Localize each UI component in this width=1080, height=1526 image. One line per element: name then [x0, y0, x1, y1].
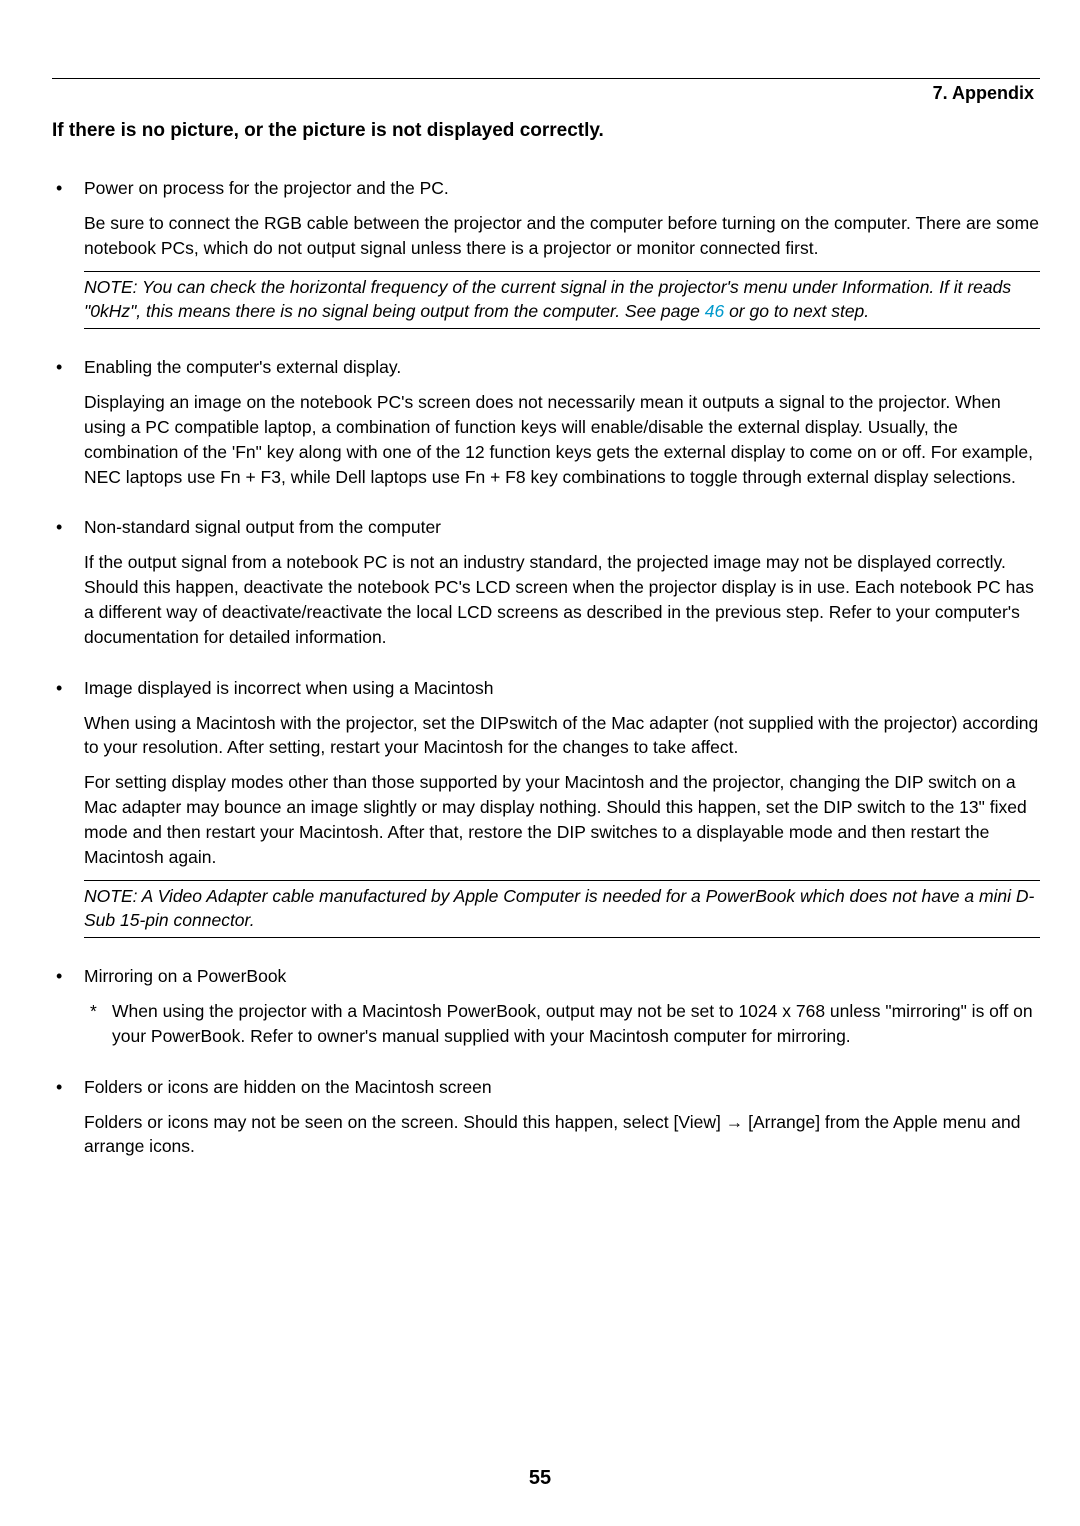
- item-para: Displaying an image on the notebook PC's…: [84, 390, 1040, 489]
- item-lead: Enabling the computer's external display…: [84, 355, 1040, 380]
- sub-item: When using the projector with a Macintos…: [84, 999, 1040, 1049]
- bullet-item-1: Enabling the computer's external display…: [52, 355, 1040, 489]
- top-rule: [52, 78, 1040, 79]
- note-box: NOTE: You can check the horizontal frequ…: [84, 271, 1040, 330]
- item-para: If the output signal from a notebook PC …: [84, 550, 1040, 649]
- bullet-item-3: Image displayed is incorrect when using …: [52, 676, 1040, 939]
- item-lead: Power on process for the projector and t…: [84, 176, 1040, 201]
- page-link-46[interactable]: 46: [705, 301, 724, 321]
- bullet-item-2: Non-standard signal output from the comp…: [52, 515, 1040, 649]
- note-text-pre: NOTE: A Video Adapter cable manufactured…: [84, 886, 1034, 931]
- bullet-item-0: Power on process for the projector and t…: [52, 176, 1040, 329]
- item-para: Folders or icons may not be seen on the …: [84, 1110, 1040, 1160]
- bullet-item-5: Folders or icons are hidden on the Macin…: [52, 1075, 1040, 1160]
- section-header: 7. Appendix: [52, 83, 1040, 104]
- page: 7. Appendix If there is no picture, or t…: [0, 0, 1080, 1526]
- note-text-pre: NOTE: You can check the horizontal frequ…: [84, 277, 1011, 322]
- bullet-list: Power on process for the projector and t…: [52, 176, 1040, 1159]
- page-subtitle: If there is no picture, or the picture i…: [52, 120, 1040, 142]
- note-text-post: or go to next step.: [724, 301, 869, 321]
- item-lead: Mirroring on a PowerBook: [84, 964, 1040, 989]
- item-para: Be sure to connect the RGB cable between…: [84, 211, 1040, 261]
- item-para: When using a Macintosh with the projecto…: [84, 711, 1040, 761]
- bullet-item-4: Mirroring on a PowerBook When using the …: [52, 964, 1040, 1049]
- item-lead: Non-standard signal output from the comp…: [84, 515, 1040, 540]
- page-number: 55: [0, 1467, 1080, 1490]
- sub-list: When using the projector with a Macintos…: [84, 999, 1040, 1049]
- item-para: For setting display modes other than tho…: [84, 770, 1040, 869]
- item-lead: Folders or icons are hidden on the Macin…: [84, 1075, 1040, 1100]
- item-lead: Image displayed is incorrect when using …: [84, 676, 1040, 701]
- note-box: NOTE: A Video Adapter cable manufactured…: [84, 880, 1040, 939]
